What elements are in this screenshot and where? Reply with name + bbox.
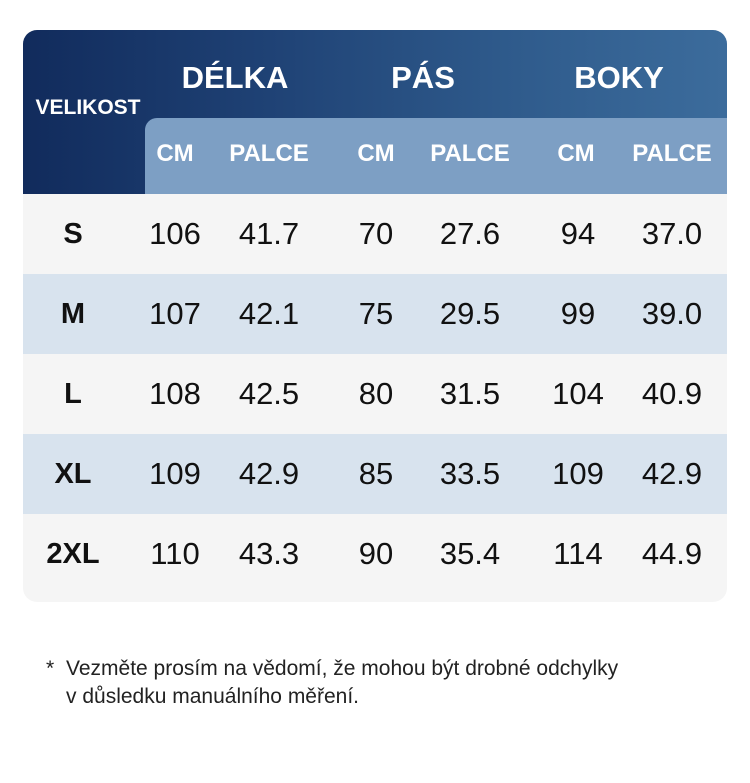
- size-label: L: [64, 378, 82, 410]
- size-label: S: [63, 218, 83, 250]
- size-label: M: [60, 298, 86, 330]
- table-cell: 94: [560, 216, 596, 251]
- unit-header-palce: PALCE: [229, 140, 309, 167]
- table-cell: 29.5: [439, 296, 501, 331]
- size-chart-table: VELIKOST DÉLKA PÁS BOKY CM PALCE CM PALC…: [23, 30, 727, 602]
- table-cell: 110: [150, 536, 200, 571]
- unit-header-palce: PALCE: [632, 140, 712, 167]
- table-header: VELIKOST DÉLKA PÁS BOKY CM PALCE CM PALC…: [23, 30, 727, 194]
- table-cell: 70: [358, 216, 394, 251]
- table-cell: 43.3: [238, 536, 300, 571]
- table-cell: 42.1: [238, 296, 300, 331]
- group-header-delka: DÉLKA: [181, 60, 289, 95]
- table-cell: 114: [553, 536, 603, 571]
- note-asterisk: *: [46, 657, 55, 680]
- table-cell: 41.7: [238, 216, 300, 251]
- table-row: XL 109 42.9 85 33.5 109 42.9: [23, 434, 727, 514]
- table-row: S 106 41.7 70 27.6 94 37.0: [23, 194, 727, 274]
- table-cell: 108: [149, 376, 201, 411]
- table-cell: 33.5: [439, 456, 501, 491]
- unit-header-palce: PALCE: [430, 140, 510, 167]
- note-text-line-1: Vezměte prosím na vědomí, že mohou být d…: [66, 657, 619, 680]
- unit-subheader: [145, 118, 727, 194]
- table-cell: 40.9: [641, 376, 703, 411]
- unit-header-cm: CM: [156, 140, 194, 167]
- table-cell: 99: [560, 296, 596, 331]
- table-row: L 108 42.5 80 31.5 104 40.9: [23, 354, 727, 434]
- table-cell: 107: [149, 296, 201, 331]
- table-cell: 37.0: [641, 216, 703, 251]
- table-cell: 75: [358, 296, 394, 331]
- size-label: XL: [54, 458, 92, 490]
- note-text-line-2: v důsledku manuálního měření.: [66, 685, 360, 708]
- table-row: M 107 42.1 75 29.5 99 39.0: [23, 274, 727, 354]
- table-cell: 39.0: [641, 296, 703, 331]
- table-cell: 104: [552, 376, 604, 411]
- table-cell: 35.4: [439, 536, 501, 571]
- table-cell: 42.9: [641, 456, 703, 491]
- table-cell: 31.5: [439, 376, 501, 411]
- table-cell: 106: [149, 216, 201, 251]
- unit-header-cm: CM: [357, 140, 395, 167]
- table-cell: 109: [149, 456, 201, 491]
- size-column-header: VELIKOST: [35, 96, 141, 119]
- table-row: 2XL 110 43.3 90 35.4 114 44.9: [23, 514, 727, 594]
- table-cell: 109: [552, 456, 604, 491]
- size-label: 2XL: [46, 538, 100, 570]
- table-cell: 27.6: [439, 216, 501, 251]
- table-cell: 42.9: [238, 456, 300, 491]
- group-header-boky: BOKY: [574, 60, 664, 95]
- unit-header-cm: CM: [557, 140, 595, 167]
- table-cell: 80: [358, 376, 394, 411]
- table-cell: 44.9: [641, 536, 703, 571]
- table-cell: 42.5: [238, 376, 300, 411]
- group-header-pas: PÁS: [391, 60, 455, 95]
- table-cell: 90: [358, 536, 394, 571]
- table-cell: 85: [358, 456, 394, 491]
